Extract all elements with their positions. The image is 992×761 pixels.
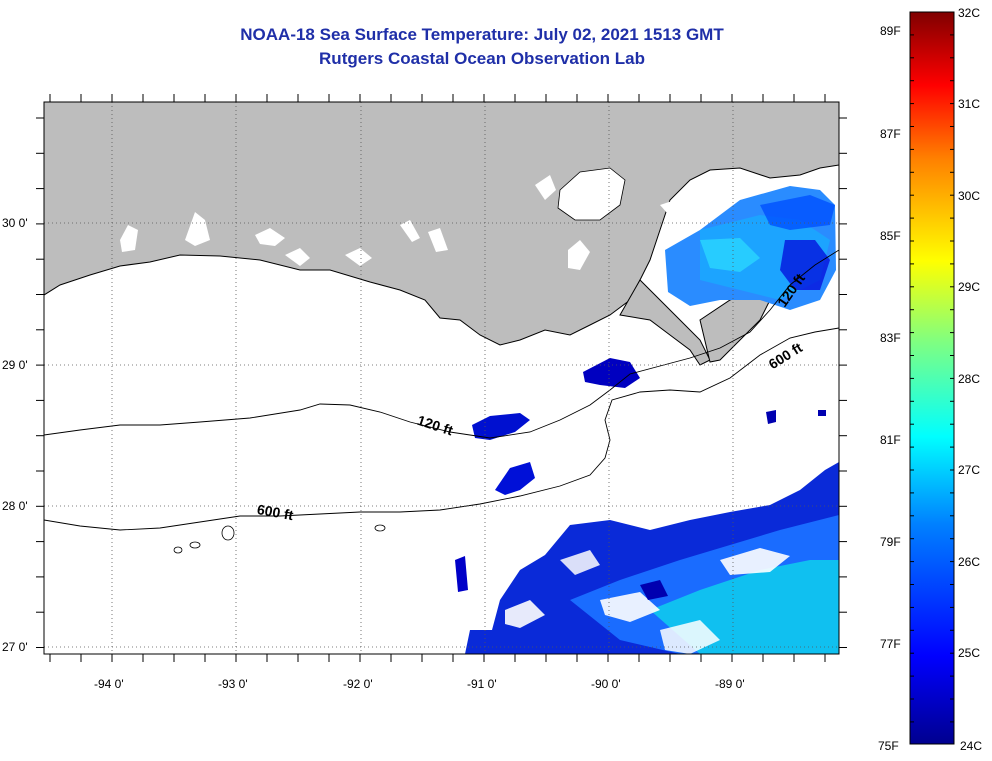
cb-label-f: 77F bbox=[880, 637, 901, 651]
map-title: NOAA-18 Sea Surface Temperature: July 02… bbox=[240, 25, 724, 44]
cb-label-c: 26C bbox=[958, 555, 980, 569]
axis-ticks bbox=[36, 94, 847, 662]
map-subtitle: Rutgers Coastal Ocean Observation Lab bbox=[319, 49, 645, 68]
colorbar-ticks bbox=[910, 11, 954, 723]
lake bbox=[120, 225, 138, 252]
lon-label: -94 0' bbox=[94, 677, 124, 691]
colorbar-fahrenheit-labels: 89F 87F 85F 83F 81F 79F 77F 75F bbox=[878, 24, 901, 753]
lake bbox=[428, 228, 448, 252]
contour-600ft bbox=[44, 327, 839, 531]
contour-120ft-west bbox=[44, 249, 839, 439]
cb-label-c: 28C bbox=[958, 372, 980, 386]
lake-pontchartrain bbox=[557, 167, 626, 221]
gridlines bbox=[44, 102, 839, 654]
lat-label: 30 0' bbox=[2, 216, 28, 230]
cb-label-f: 75F bbox=[878, 739, 899, 753]
lon-label: -90 0' bbox=[591, 677, 621, 691]
cb-label-c: 25C bbox=[958, 646, 980, 660]
cb-label-c: 32C bbox=[958, 6, 980, 20]
lake bbox=[400, 220, 420, 242]
land-mass bbox=[44, 102, 839, 346]
plot-frame bbox=[43, 101, 840, 655]
cb-label-f: 81F bbox=[880, 433, 901, 447]
lat-label: 28 0' bbox=[2, 499, 28, 513]
colorbar bbox=[909, 11, 955, 745]
cb-label-c: 27C bbox=[958, 463, 980, 477]
lon-label: -93 0' bbox=[218, 677, 248, 691]
lake bbox=[535, 175, 556, 200]
lon-label: -92 0' bbox=[343, 677, 373, 691]
cb-label-c: 30C bbox=[958, 189, 980, 203]
lon-label: -91 0' bbox=[467, 677, 497, 691]
cb-label-f: 79F bbox=[880, 535, 901, 549]
cb-label-c: 29C bbox=[958, 280, 980, 294]
cb-label-f: 85F bbox=[880, 229, 901, 243]
cb-label-c: 31C bbox=[958, 97, 980, 111]
lake bbox=[255, 228, 285, 246]
colorbar-celsius-labels: 32C 31C 30C 29C 28C 27C 26C 25C 24C bbox=[958, 6, 982, 753]
cb-label-f: 87F bbox=[880, 127, 901, 141]
cb-label-c: 24C bbox=[960, 739, 982, 753]
lake bbox=[285, 248, 310, 266]
lat-label: 29 0' bbox=[2, 358, 28, 372]
lake bbox=[660, 195, 710, 222]
sst-data bbox=[455, 186, 839, 654]
lake bbox=[345, 248, 372, 266]
cb-label-f: 89F bbox=[880, 24, 901, 38]
cb-label-f: 83F bbox=[880, 331, 901, 345]
lat-label: 27 0' bbox=[2, 640, 28, 654]
lake bbox=[568, 240, 590, 270]
lon-label: -89 0' bbox=[715, 677, 745, 691]
lake bbox=[185, 212, 210, 246]
contour-label-600ft: 600 ft bbox=[256, 501, 295, 523]
